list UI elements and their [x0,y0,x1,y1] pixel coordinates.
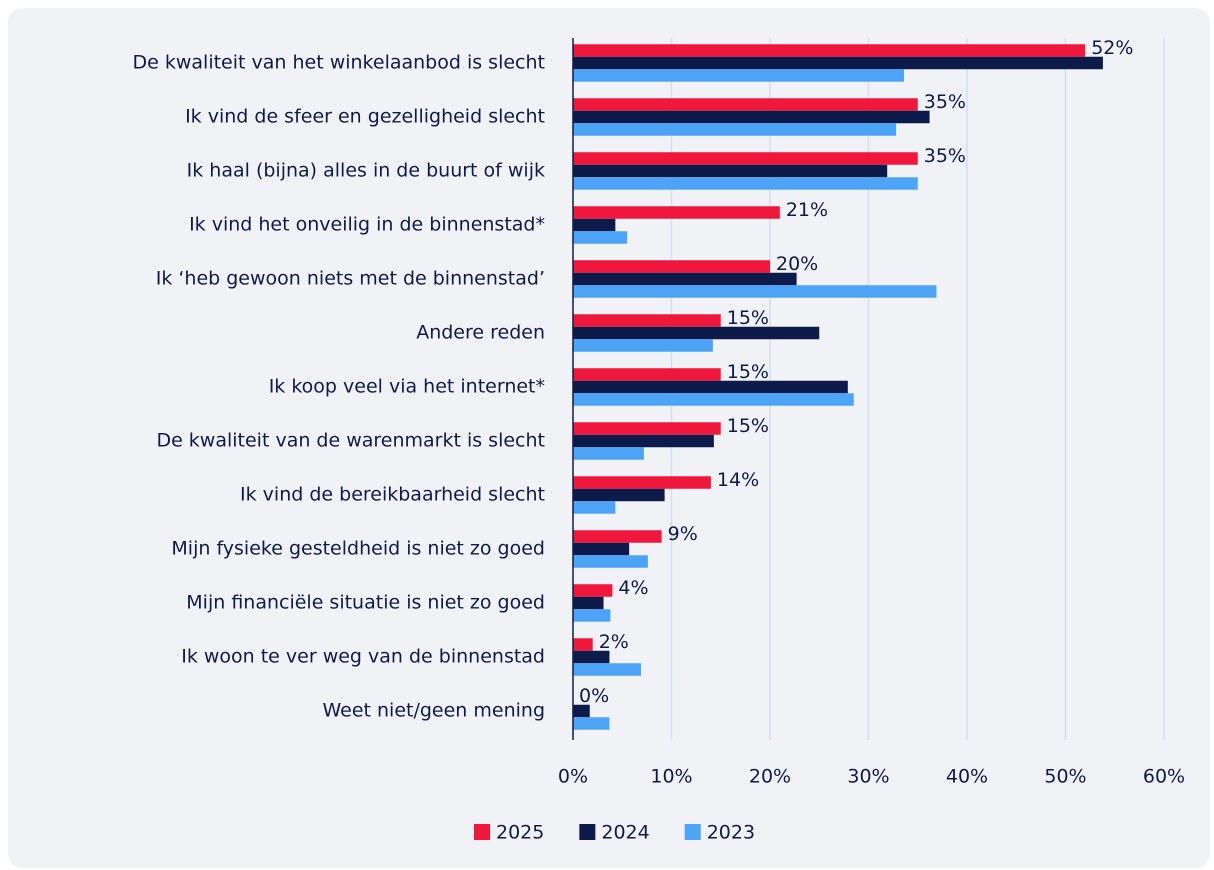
legend-swatch [579,824,596,840]
bar [573,368,721,381]
data-label: 20% [776,253,818,275]
data-label: 0% [579,685,609,707]
category-label: Mijn financiële situatie is niet zo goed [186,592,545,614]
bar [573,422,721,435]
bar [573,164,888,178]
bar [573,501,616,514]
x-tick-label: 40% [946,766,988,788]
bar [573,650,610,664]
bar [573,231,628,244]
data-label: 21% [786,199,828,221]
bar [573,476,711,489]
bar [573,596,604,610]
bar [573,152,918,165]
category-label: Ik haal (bijna) alles in de buurt of wij… [187,160,545,182]
legend-swatch [474,824,490,840]
bar [573,272,797,286]
bar [573,69,904,82]
x-tick-label: 20% [749,766,791,788]
bar [573,326,820,340]
bar [573,177,918,190]
bar [573,314,721,327]
data-label: 15% [727,361,769,383]
data-label: 35% [924,91,966,113]
category-label: De kwaliteit van de warenmarkt is slecht [156,430,545,452]
category-label: Ik ‘heb gewoon niets met de binnenstad’ [156,268,545,290]
bar [573,488,665,502]
category-label: Ik vind de sfeer en gezelligheid slecht [185,106,545,128]
data-label: 52% [1091,37,1133,59]
category-label: Ik vind het onveilig in de binnenstad* [189,214,545,236]
bar [573,98,918,111]
bar [573,206,780,219]
bar [573,339,713,352]
x-tick-label: 10% [650,766,692,788]
bar [573,110,930,124]
bar [573,717,610,730]
x-tick-label: 30% [847,766,889,788]
bar [573,434,714,448]
data-label: 15% [727,415,769,437]
bar [573,530,662,543]
category-label: Ik koop veel via het internet* [269,376,545,398]
data-label: 9% [668,523,698,545]
bar [573,555,648,568]
data-label: 14% [717,469,759,491]
bar [573,260,770,273]
category-label: Weet niet/geen mening [322,700,545,722]
bar [573,704,590,718]
bar [573,663,641,676]
bar [573,380,848,394]
x-tick-label: 60% [1143,766,1185,788]
data-label: 35% [924,145,966,167]
bar [573,285,937,298]
legend-label: 2024 [601,822,649,844]
legend-swatch [684,824,701,840]
bar [573,638,593,651]
data-label: 4% [618,577,648,599]
bar [573,393,854,406]
bar [573,542,630,556]
category-label: Ik vind de bereikbaarheid slecht [240,484,545,506]
data-label: 15% [727,307,769,329]
category-label: De kwaliteit van het winkelaanbod is sle… [133,52,546,74]
bar [573,584,613,597]
bar [573,123,897,136]
category-label: Andere reden [416,322,545,344]
legend-label: 2023 [707,822,755,844]
data-label: 2% [599,631,629,653]
bar [573,609,611,622]
bar [573,44,1086,57]
legend-label: 2025 [496,822,544,844]
category-label: Mijn fysieke gesteldheid is niet zo goed [171,538,545,560]
bar [573,447,644,460]
x-tick-label: 0% [558,766,588,788]
bar [573,56,1103,70]
bar [573,218,616,232]
category-label: Ik woon te ver weg van de binnenstad [181,646,545,668]
x-tick-label: 50% [1044,766,1086,788]
